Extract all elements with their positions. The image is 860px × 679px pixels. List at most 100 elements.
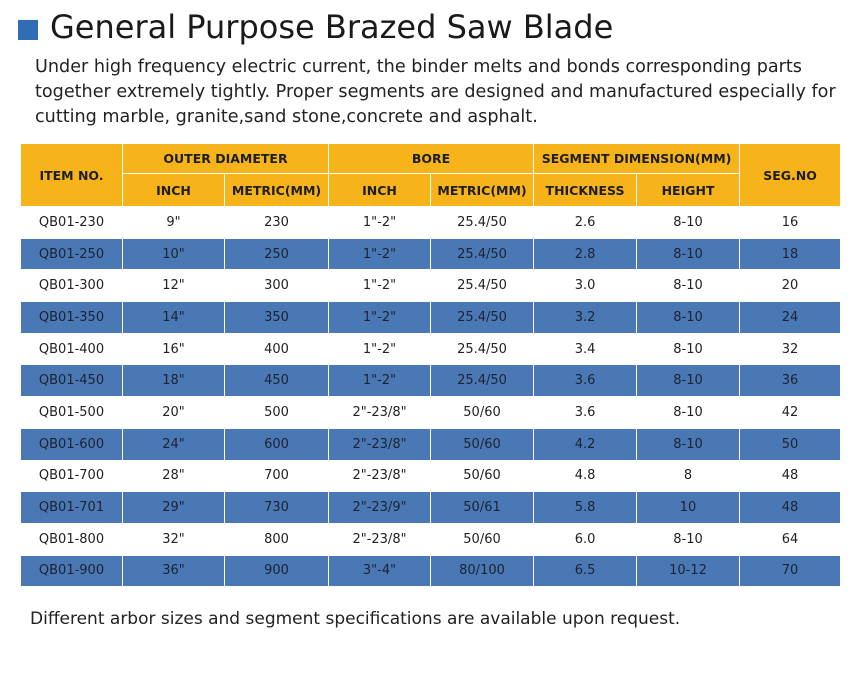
- table-cell: 8-10: [636, 237, 741, 271]
- table-cell: 350: [223, 301, 330, 334]
- table-cell: 3.0: [533, 269, 638, 303]
- table-cell: 12": [122, 269, 225, 303]
- table-cell: QB01-230: [20, 206, 123, 239]
- table-cell: 300: [223, 269, 330, 303]
- table-cell: 50/60: [430, 459, 535, 493]
- table-cell: 700: [223, 459, 330, 493]
- column-header: THICKNESS: [533, 173, 638, 207]
- table-cell: QB01-400: [20, 332, 123, 366]
- table-cell: 8-10: [636, 396, 741, 429]
- table-cell: 18": [122, 364, 225, 398]
- table-cell: 25.4/50: [430, 301, 535, 334]
- table-cell: QB01-450: [20, 364, 123, 398]
- table-row: QB01-900 36" 900 3"-4" 80/100 6.5 10-12 70: [20, 554, 842, 588]
- table-cell: 29": [122, 491, 225, 524]
- table-cell: 1"-2": [328, 301, 432, 334]
- table-cell: 8-10: [636, 427, 741, 461]
- table-cell: QB01-250: [20, 237, 123, 271]
- column-group: ITEM NO.: [20, 143, 123, 207]
- table-cell: 6.5: [533, 554, 638, 588]
- table-cell: 80/100: [430, 554, 535, 588]
- table-cell: 1"-2": [328, 364, 432, 398]
- column-header: INCH: [122, 173, 225, 207]
- column-group: SEGMENT DIMENSION(MM): [533, 143, 741, 174]
- table-cell: 24": [122, 427, 225, 461]
- column-group: SEG.NO: [739, 143, 842, 207]
- table-cell: QB01-300: [20, 269, 123, 303]
- table-cell: 2.6: [533, 206, 638, 239]
- table-cell: 1"-2": [328, 206, 432, 239]
- table-cell: 8-10: [636, 206, 741, 239]
- table-cell: 8-10: [636, 364, 741, 398]
- table-cell: 9": [122, 206, 225, 239]
- table-cell: 2.8: [533, 237, 638, 271]
- table-cell: 800: [223, 522, 330, 556]
- table-row: QB01-300 12" 300 1"-2" 25.4/50 3.0 8-10 20: [20, 269, 842, 303]
- table-cell: 250: [223, 237, 330, 271]
- table-cell: 2"-23/8": [328, 522, 432, 556]
- table-cell: 5.8: [533, 491, 638, 524]
- table-cell: 70: [739, 554, 842, 588]
- table-cell: QB01-350: [20, 301, 123, 334]
- table-cell: 2"-23/8": [328, 396, 432, 429]
- table-cell: 2"-23/9": [328, 491, 432, 524]
- table-cell: 8-10: [636, 522, 741, 556]
- table-cell: 20: [739, 269, 842, 303]
- table-cell: 600: [223, 427, 330, 461]
- table-cell: 25.4/50: [430, 206, 535, 239]
- title: General Purpose Brazed Saw Blade: [50, 8, 614, 46]
- table-cell: 6.0: [533, 522, 638, 556]
- table-cell: 16": [122, 332, 225, 366]
- table-row: QB01-450 18" 450 1"-2" 25.4/50 3.6 8-10 36: [20, 364, 842, 398]
- table-cell: 10": [122, 237, 225, 271]
- table-cell: 36": [122, 554, 225, 588]
- table-cell: 1"-2": [328, 269, 432, 303]
- table-cell: 2"-23/8": [328, 459, 432, 493]
- table-cell: QB01-800: [20, 522, 123, 556]
- table-cell: 20": [122, 396, 225, 429]
- title-icon: [18, 20, 38, 40]
- table-row: QB01-500 20" 500 2"-23/8" 50/60 3.6 8-10 42: [20, 396, 842, 429]
- table-cell: 24: [739, 301, 842, 334]
- column-header: HEIGHT: [636, 173, 741, 207]
- table-cell: 50/60: [430, 396, 535, 429]
- table-row: QB01-800 32" 800 2"-23/8" 50/60 6.0 8-10 64: [20, 522, 842, 556]
- table-cell: 64: [739, 522, 842, 556]
- table-cell: 4.8: [533, 459, 638, 493]
- table-cell: 25.4/50: [430, 269, 535, 303]
- table-cell: 730: [223, 491, 330, 524]
- table-cell: 48: [739, 491, 842, 524]
- table-cell: QB01-700: [20, 459, 123, 493]
- table-cell: 42: [739, 396, 842, 429]
- table-cell: 450: [223, 364, 330, 398]
- table-cell: 3.6: [533, 396, 638, 429]
- table-row: QB01-700 28" 700 2"-23/8" 50/60 4.8 8 48: [20, 459, 842, 493]
- table-cell: 500: [223, 396, 330, 429]
- table-cell: 25.4/50: [430, 364, 535, 398]
- table-cell: 8-10: [636, 301, 741, 334]
- table-cell: 230: [223, 206, 330, 239]
- table-cell: QB01-500: [20, 396, 123, 429]
- table-cell: 48: [739, 459, 842, 493]
- description: Under high frequency electric current, t…: [35, 57, 836, 127]
- table-row: QB01-600 24" 600 2"-23/8" 50/60 4.2 8-10 50: [20, 427, 842, 461]
- table-cell: 25.4/50: [430, 237, 535, 271]
- column-group: OUTER DIAMETER: [121, 143, 330, 174]
- table-cell: 3"-4": [328, 554, 432, 588]
- table-cell: 10-12: [636, 554, 741, 588]
- table-cell: 8-10: [636, 332, 741, 366]
- column-group: BORE: [328, 143, 535, 174]
- table-cell: 36: [739, 364, 842, 398]
- table-cell: 50/60: [430, 427, 535, 461]
- table-cell: 1"-2": [328, 237, 432, 271]
- table-cell: 50/61: [430, 491, 535, 524]
- table-cell: QB01-600: [20, 427, 123, 461]
- table-cell: 2"-23/8": [328, 427, 432, 461]
- table-cell: 25.4/50: [430, 332, 535, 366]
- column-header: METRIC(MM): [223, 173, 330, 207]
- table-cell: 3.6: [533, 364, 638, 398]
- table-cell: 50/60: [430, 522, 535, 556]
- table-cell: 1"-2": [328, 332, 432, 366]
- column-header: INCH: [328, 173, 432, 207]
